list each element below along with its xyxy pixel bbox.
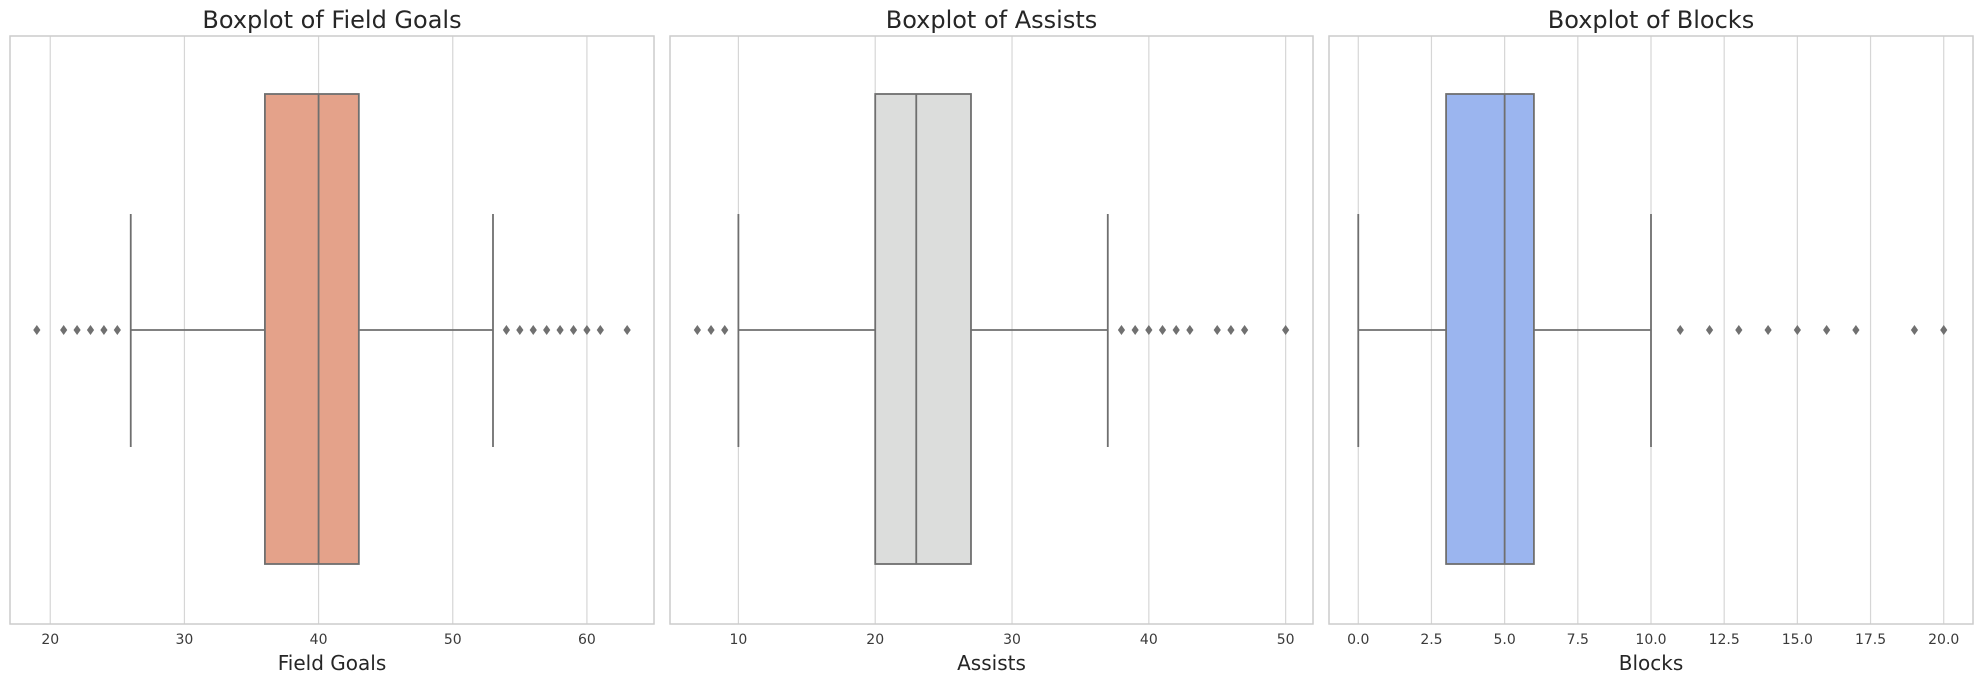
chart2-outlier bbox=[693, 325, 701, 335]
chart3-tick-label: 0.0 bbox=[1347, 632, 1369, 648]
chart2-outlier bbox=[707, 325, 715, 335]
chart1-outlier bbox=[502, 325, 511, 335]
chart3-tick-label: 17.5 bbox=[1855, 632, 1886, 648]
chart2-title: Boxplot of Assists bbox=[886, 6, 1098, 34]
chart3-outlier bbox=[1735, 325, 1743, 335]
chart1-tick-label: 30 bbox=[176, 632, 194, 648]
chart2-outlier bbox=[1172, 325, 1180, 335]
chart3-frame bbox=[1328, 35, 1974, 625]
chart2-box bbox=[874, 93, 972, 565]
chart1-outlier bbox=[596, 325, 604, 335]
chart1-outlier bbox=[556, 325, 564, 335]
chart1-outlier bbox=[529, 325, 537, 335]
chart1-tick-label: 50 bbox=[444, 632, 462, 648]
chart2-x-axis-label: Assists bbox=[957, 651, 1026, 675]
chart2-outlier bbox=[1158, 325, 1167, 335]
chart3-x-axis-label: Blocks bbox=[1619, 651, 1684, 675]
chart1-outlier bbox=[100, 325, 108, 335]
chart1-outlier bbox=[623, 325, 631, 335]
chart1-outlier bbox=[569, 325, 578, 335]
chart1-x-axis-label: Field Goals bbox=[278, 651, 387, 675]
chart3-outlier bbox=[1676, 325, 1684, 335]
chart2-outlier bbox=[1227, 325, 1235, 335]
chart2-tick-label: 40 bbox=[1140, 632, 1158, 648]
chart3-box bbox=[1445, 93, 1535, 565]
chart3-title: Boxplot of Blocks bbox=[1548, 6, 1754, 34]
chart2-tick-label: 30 bbox=[1003, 632, 1021, 648]
chart1-outlier bbox=[60, 325, 68, 335]
chart3-outlier bbox=[1705, 325, 1714, 335]
chart2-frame bbox=[669, 35, 1314, 625]
chart1-outlier bbox=[543, 325, 551, 335]
chart3-tick-label: 12.5 bbox=[1709, 632, 1740, 648]
chart1-tick-label: 20 bbox=[41, 632, 59, 648]
chart2-outlier bbox=[1240, 325, 1249, 335]
chart1-tick-label: 40 bbox=[310, 632, 328, 648]
chart2-outlier bbox=[1186, 325, 1194, 335]
chart2-outlier bbox=[1213, 325, 1221, 335]
chart1-title: Boxplot of Field Goals bbox=[202, 6, 461, 34]
chart2-outlier bbox=[1131, 325, 1139, 335]
chart3-outlier bbox=[1910, 325, 1919, 335]
chart3-outlier bbox=[1793, 325, 1801, 335]
chart2-outlier bbox=[1117, 325, 1126, 335]
chart3-tick-label: 15.0 bbox=[1782, 632, 1813, 648]
chart1-outlier bbox=[73, 325, 81, 335]
chart2-outlier bbox=[1145, 325, 1153, 335]
chart1-outlier bbox=[583, 325, 591, 335]
chart2-outlier bbox=[721, 325, 729, 335]
chart3-tick-label: 5.0 bbox=[1494, 632, 1516, 648]
chart1-outlier bbox=[516, 325, 524, 335]
chart1-outlier bbox=[113, 325, 121, 335]
chart3-tick-label: 7.5 bbox=[1567, 632, 1589, 648]
chart3-tick-label: 2.5 bbox=[1420, 632, 1442, 648]
chart1-outlier bbox=[33, 325, 41, 335]
chart1-tick-label: 60 bbox=[578, 632, 596, 648]
chart2-tick-label: 50 bbox=[1277, 632, 1295, 648]
chart3-outlier bbox=[1823, 325, 1831, 335]
chart3-outlier bbox=[1764, 325, 1772, 335]
chart2-tick-label: 20 bbox=[866, 632, 884, 648]
chart1-frame bbox=[9, 35, 655, 625]
chart3-outlier bbox=[1852, 325, 1860, 335]
chart3-tick-label: 10.0 bbox=[1635, 632, 1666, 648]
chart2-tick-label: 10 bbox=[729, 632, 747, 648]
chart1-box bbox=[264, 93, 360, 565]
chart3-tick-label: 20.0 bbox=[1928, 632, 1959, 648]
chart1-outlier bbox=[86, 325, 95, 335]
chart3-outlier bbox=[1940, 325, 1948, 335]
chart2-outlier bbox=[1282, 325, 1290, 335]
